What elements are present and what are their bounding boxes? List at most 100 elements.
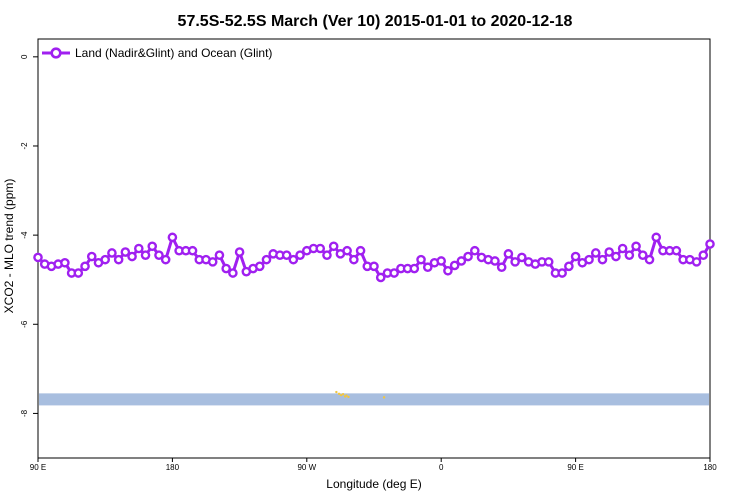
data-point — [409, 263, 420, 274]
speckle-point — [335, 390, 338, 394]
data-point — [449, 260, 460, 271]
y-tick-label: 0 — [20, 54, 29, 59]
data-point — [638, 250, 648, 260]
data-point — [80, 261, 90, 272]
data-point — [60, 257, 70, 268]
data-point — [436, 256, 447, 266]
data-point — [691, 257, 702, 267]
speckle-point — [382, 396, 386, 399]
speckle-point — [341, 393, 345, 396]
data-point — [254, 261, 265, 272]
data-point — [443, 265, 453, 276]
data-series — [33, 232, 715, 283]
y-axis: 0 -2 -4 -6 -8 — [20, 54, 38, 417]
data-point — [120, 247, 131, 257]
data-point — [590, 248, 601, 258]
data-point — [100, 254, 110, 265]
data-point — [127, 251, 137, 262]
data-point — [369, 261, 379, 272]
x-tick-label: 90 E — [567, 463, 583, 472]
data-point — [469, 245, 480, 256]
data-point — [315, 243, 326, 254]
y-tick-label: -4 — [20, 231, 29, 239]
legend-marker — [50, 47, 62, 59]
data-point — [705, 239, 715, 249]
data-point — [510, 257, 520, 267]
data-point — [496, 262, 507, 273]
data-point — [86, 251, 97, 262]
data-point — [604, 247, 615, 257]
data-point — [456, 256, 467, 266]
data-point — [288, 254, 299, 265]
data-point — [234, 247, 245, 257]
data-speckles — [335, 390, 386, 399]
x-tick-label: 90 W — [297, 463, 316, 472]
data-point — [221, 263, 231, 274]
data-point — [416, 254, 426, 265]
x-axis: 90 E 180 90 W 0 90 E 180 — [30, 458, 717, 472]
y-axis-label: XCO2 - MLO trend (ppm) — [2, 179, 16, 314]
data-point — [557, 268, 567, 278]
data-point — [463, 251, 473, 262]
speckle-point — [339, 393, 343, 397]
series-line — [36, 235, 712, 279]
x-tick-label: 90 E — [30, 463, 46, 472]
speckle-point — [345, 394, 348, 397]
x-axis-label: Longitude (deg E) — [326, 477, 421, 491]
data-point — [133, 243, 144, 254]
data-point — [187, 245, 198, 256]
data-point — [355, 245, 366, 256]
legend-label: Land (Nadir&Glint) and Ocean (Glint) — [75, 46, 272, 60]
data-point — [517, 252, 527, 263]
data-point — [671, 245, 682, 256]
data-point — [543, 257, 554, 267]
data-point — [140, 250, 151, 260]
data-point — [375, 272, 386, 283]
speckle-point — [337, 392, 341, 396]
chart-title: 57.5S-52.5S March (Ver 10) 2015-01-01 to… — [178, 13, 573, 30]
data-point — [644, 254, 655, 265]
data-point — [422, 262, 433, 273]
data-point — [167, 232, 178, 243]
data-point — [295, 250, 305, 260]
data-point — [154, 250, 164, 260]
data-point — [611, 251, 621, 262]
data-point — [160, 254, 171, 265]
data-band — [39, 393, 709, 406]
data-point — [617, 243, 628, 254]
data-point — [73, 268, 84, 278]
y-tick-label: -2 — [20, 142, 29, 150]
data-point — [328, 241, 339, 252]
data-point — [214, 250, 225, 260]
data-point — [281, 250, 292, 260]
data-point — [584, 254, 594, 265]
speckle-point — [347, 395, 350, 399]
x-tick-label: 0 — [439, 463, 444, 472]
data-point — [207, 257, 218, 267]
legend: Land (Nadir&Glint) and Ocean (Glint) — [42, 46, 272, 60]
data-point — [228, 268, 238, 278]
data-point — [570, 251, 581, 262]
data-point — [113, 254, 124, 265]
data-point — [651, 232, 662, 243]
data-point — [147, 241, 158, 252]
band-rect — [39, 393, 709, 406]
data-point — [597, 254, 608, 265]
data-point — [107, 248, 117, 258]
data-point — [389, 268, 399, 278]
y-tick-label: -8 — [20, 409, 29, 417]
data-point — [261, 254, 272, 265]
data-point — [631, 241, 641, 252]
data-point — [564, 261, 574, 272]
x-tick-label: 180 — [703, 463, 717, 472]
data-point — [698, 250, 709, 260]
data-point — [624, 250, 635, 260]
y-tick-label: -6 — [20, 320, 29, 328]
data-point — [33, 252, 43, 263]
data-point — [503, 249, 514, 259]
data-point — [490, 256, 500, 266]
x-tick-label: 180 — [166, 463, 180, 472]
data-point — [349, 254, 359, 265]
data-point — [322, 250, 332, 260]
